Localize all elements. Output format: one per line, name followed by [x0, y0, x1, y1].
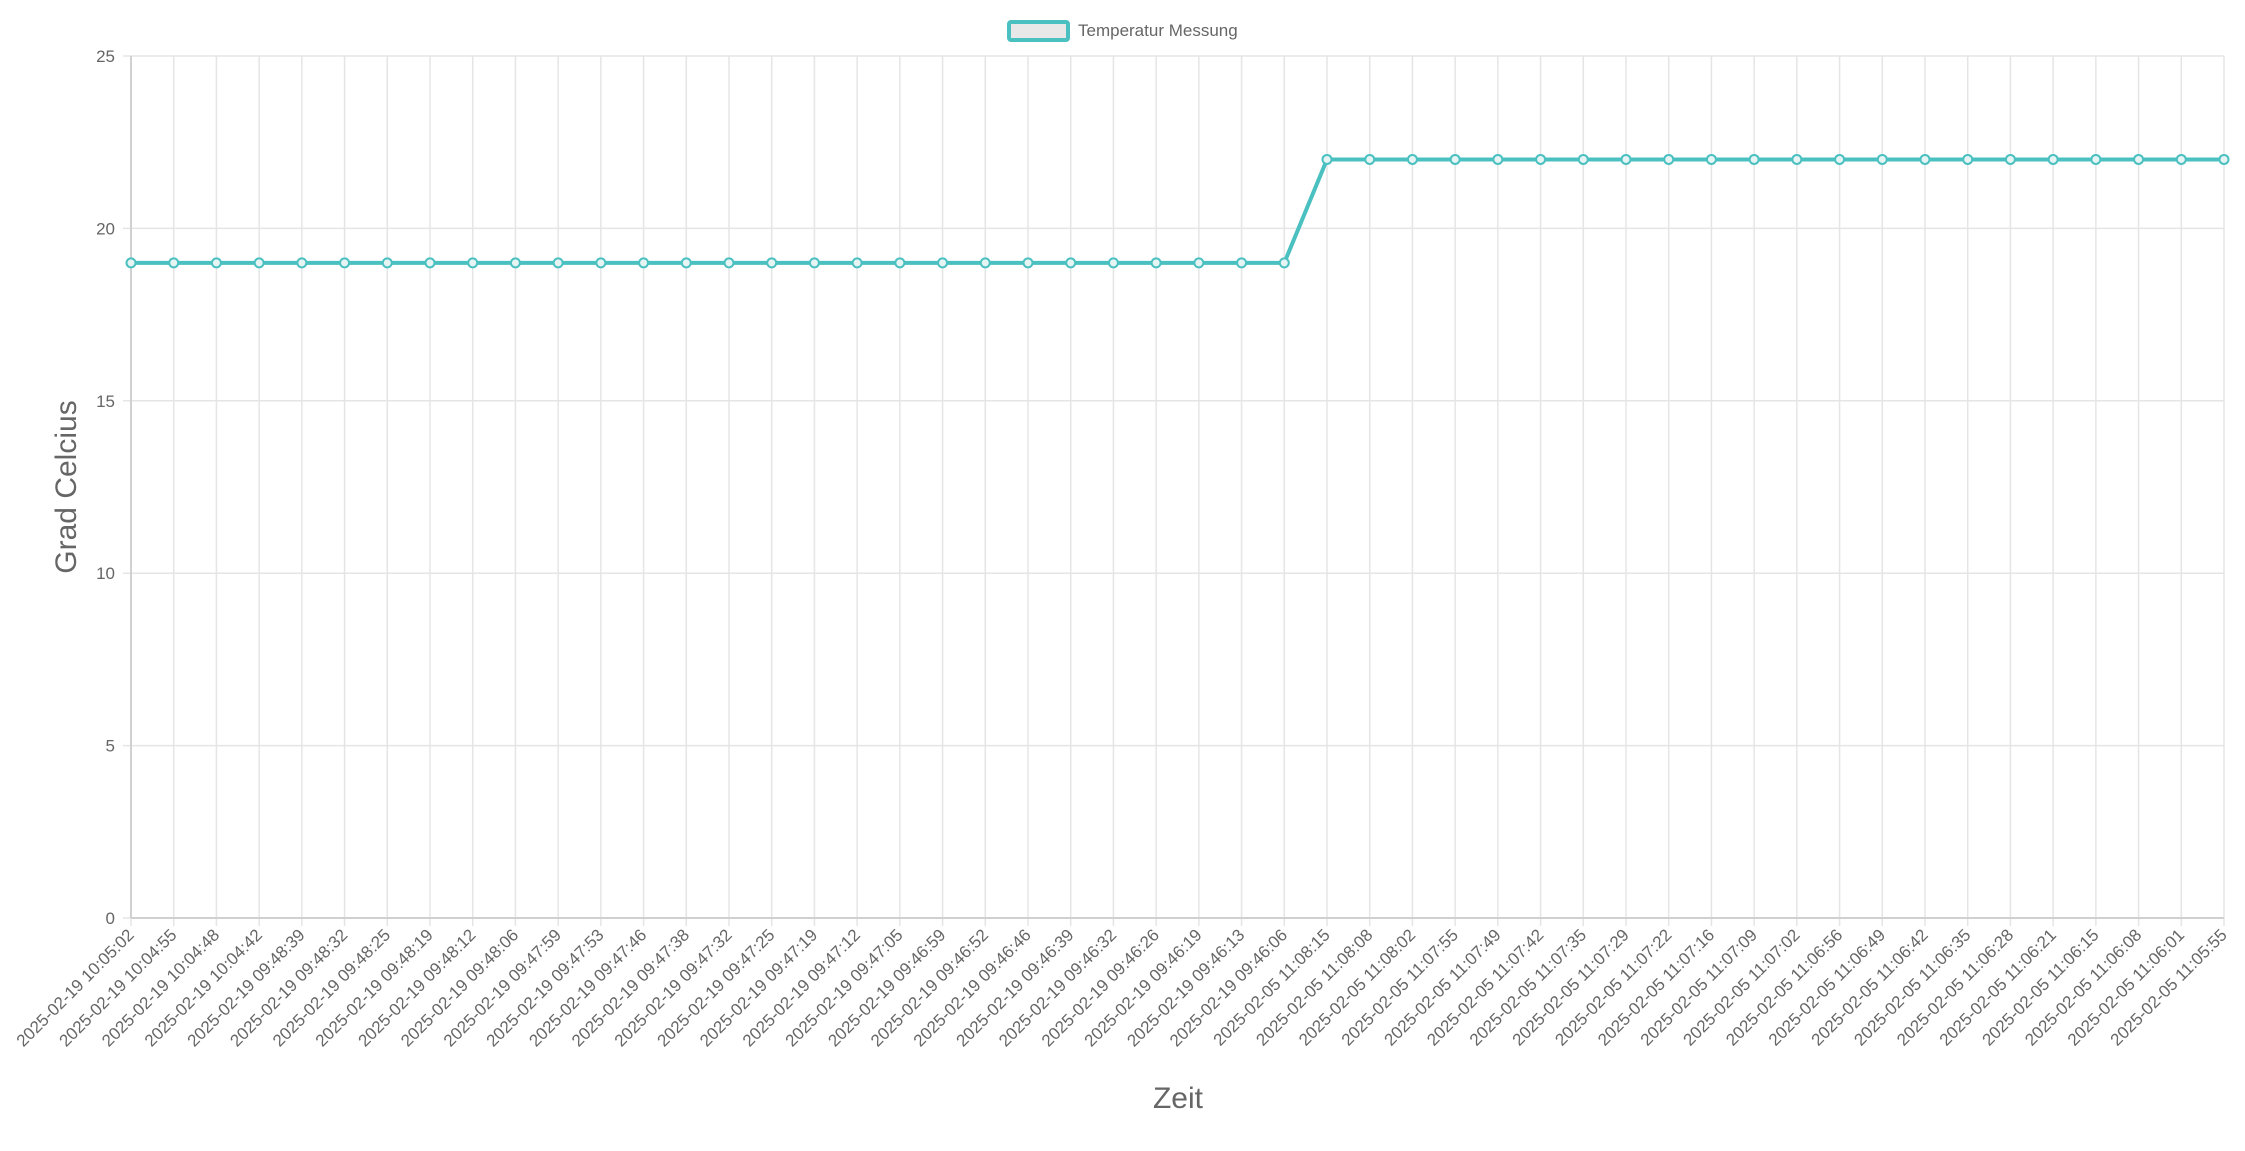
data-point[interactable] — [2090, 153, 2102, 165]
data-point[interactable] — [1364, 153, 1376, 165]
data-point[interactable] — [1620, 153, 1632, 165]
data-point[interactable] — [339, 257, 351, 269]
data-point[interactable] — [467, 257, 479, 269]
grid-layer — [123, 55, 2225, 926]
y-tick-label: 25 — [96, 47, 115, 66]
data-point[interactable] — [1321, 153, 1333, 165]
data-point[interactable] — [1705, 153, 1717, 165]
legend[interactable]: Temperatur Messung — [1007, 20, 1238, 42]
data-point[interactable] — [424, 257, 436, 269]
series-layer — [125, 153, 2230, 269]
data-point[interactable] — [894, 257, 906, 269]
data-point[interactable] — [509, 257, 521, 269]
data-point[interactable] — [766, 257, 778, 269]
data-point[interactable] — [808, 257, 820, 269]
data-point[interactable] — [638, 257, 650, 269]
y-tick-label: 15 — [96, 392, 115, 411]
data-point[interactable] — [937, 257, 949, 269]
data-point[interactable] — [2175, 153, 2187, 165]
data-point[interactable] — [1834, 153, 1846, 165]
data-point[interactable] — [1406, 153, 1418, 165]
data-point[interactable] — [1065, 257, 1077, 269]
data-point[interactable] — [1492, 153, 1504, 165]
data-point[interactable] — [1449, 153, 1461, 165]
y-tick-label: 5 — [106, 737, 115, 756]
data-point[interactable] — [296, 257, 308, 269]
data-point[interactable] — [979, 257, 991, 269]
data-point[interactable] — [1193, 257, 1205, 269]
data-point[interactable] — [125, 257, 137, 269]
data-point[interactable] — [1919, 153, 1931, 165]
data-point[interactable] — [2133, 153, 2145, 165]
data-point[interactable] — [1962, 153, 1974, 165]
data-point[interactable] — [168, 257, 180, 269]
data-point[interactable] — [381, 257, 393, 269]
data-point[interactable] — [851, 257, 863, 269]
data-point[interactable] — [723, 257, 735, 269]
y-tick-label: 20 — [96, 219, 115, 238]
data-point[interactable] — [680, 257, 692, 269]
data-point[interactable] — [253, 257, 265, 269]
data-point[interactable] — [595, 257, 607, 269]
legend-swatch[interactable] — [1007, 20, 1070, 42]
data-point[interactable] — [2047, 153, 2059, 165]
data-point[interactable] — [1748, 153, 1760, 165]
data-point[interactable] — [1022, 257, 1034, 269]
data-point[interactable] — [2004, 153, 2016, 165]
series-line — [129, 157, 2226, 265]
y-tick-label: 0 — [106, 909, 115, 928]
data-point[interactable] — [210, 257, 222, 269]
data-point[interactable] — [1876, 153, 1888, 165]
data-point[interactable] — [1107, 257, 1119, 269]
legend-label[interactable]: Temperatur Messung — [1078, 21, 1238, 40]
x-axis-title: Zeit — [1153, 1082, 1204, 1115]
y-axis-title: Grad Celcius — [50, 400, 83, 573]
y-tick-label: 10 — [96, 564, 115, 583]
data-point[interactable] — [1236, 257, 1248, 269]
data-point[interactable] — [1577, 153, 1589, 165]
data-point[interactable] — [1535, 153, 1547, 165]
data-point[interactable] — [552, 257, 564, 269]
data-point[interactable] — [1150, 257, 1162, 269]
data-point[interactable] — [1278, 257, 1290, 269]
data-point[interactable] — [1791, 153, 1803, 165]
data-point[interactable] — [1663, 153, 1675, 165]
data-point[interactable] — [2218, 153, 2230, 165]
